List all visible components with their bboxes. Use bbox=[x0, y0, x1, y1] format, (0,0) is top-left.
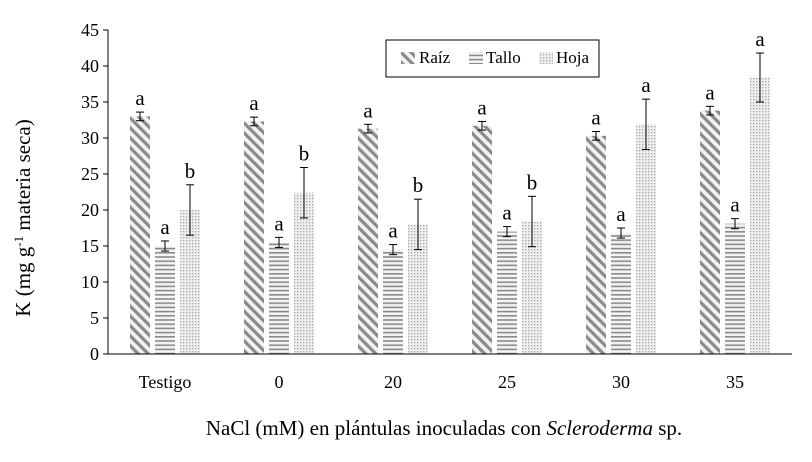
significance-letter: b bbox=[527, 170, 538, 194]
x-axis-label-suffix: sp. bbox=[653, 416, 682, 440]
y-axis: 0 5 10 15 20 25 30 35 40 45 bbox=[81, 20, 109, 364]
legend-swatch-raiz bbox=[401, 52, 415, 64]
significance-letter: a bbox=[249, 91, 259, 115]
significance-letter: a bbox=[477, 95, 487, 119]
bar-diagonal bbox=[244, 121, 264, 354]
significance-letter: a bbox=[388, 219, 398, 243]
significance-letter: a bbox=[641, 73, 651, 97]
bar-diagonal bbox=[700, 110, 720, 354]
y-axis-label-superscript: -1 bbox=[11, 236, 26, 247]
y-tick-label: 0 bbox=[90, 344, 99, 364]
y-tick-label: 15 bbox=[81, 236, 99, 256]
y-axis-label-rest: materia seca) bbox=[11, 119, 35, 236]
bar-horizontal bbox=[383, 249, 403, 354]
bar-diagonal bbox=[358, 128, 378, 354]
significance-letter: a bbox=[160, 215, 170, 239]
bar-dots bbox=[750, 77, 770, 355]
significance-letter: a bbox=[591, 106, 601, 130]
y-axis-label-base: K (mg g bbox=[11, 246, 35, 316]
y-tick-label: 35 bbox=[81, 92, 99, 112]
x-tick-label: 25 bbox=[498, 372, 516, 392]
x-tick-label: 20 bbox=[384, 372, 402, 392]
x-tick-label: 0 bbox=[275, 372, 284, 392]
legend-label-hoja: Hoja bbox=[556, 48, 590, 67]
x-axis-label-prefix: NaCl (mM) en plántulas inoculadas con bbox=[206, 416, 547, 440]
significance-letter: b bbox=[413, 173, 424, 197]
significance-letter: b bbox=[299, 142, 310, 166]
x-axis-label: NaCl (mM) en plántulas inoculadas con Sc… bbox=[206, 416, 682, 440]
bar-dots bbox=[636, 124, 656, 354]
significance-letter: a bbox=[363, 98, 373, 122]
significance-letter: a bbox=[755, 27, 765, 51]
y-axis-label: K (mg g-1 materia seca) bbox=[11, 119, 35, 316]
legend-swatch-hoja bbox=[539, 52, 553, 64]
significance-letter: a bbox=[274, 211, 284, 235]
x-tick-label: 35 bbox=[726, 372, 744, 392]
x-axis-label-italic: Scleroderma bbox=[546, 416, 653, 440]
y-tick-label: 45 bbox=[81, 20, 99, 40]
legend-label-raiz: Raíz bbox=[419, 48, 451, 67]
x-axis: Testigo 0 20 25 30 35 bbox=[108, 353, 792, 392]
legend-box bbox=[385, 39, 600, 78]
bar-horizontal bbox=[155, 246, 175, 354]
bar-horizontal bbox=[497, 231, 517, 354]
significance-letter: a bbox=[135, 86, 145, 110]
x-tick-label: 30 bbox=[612, 372, 630, 392]
legend-label-tallo: Tallo bbox=[486, 48, 521, 67]
bar-dots bbox=[408, 224, 428, 354]
y-tick-label: 5 bbox=[90, 308, 99, 328]
bar-horizontal bbox=[725, 223, 745, 354]
y-tick-label: 25 bbox=[81, 164, 99, 184]
x-tick-label: Testigo bbox=[139, 372, 192, 392]
y-tick-label: 30 bbox=[81, 128, 99, 148]
bar-diagonal bbox=[472, 125, 492, 354]
bar-diagonal bbox=[130, 116, 150, 355]
y-tick-label: 10 bbox=[81, 272, 99, 292]
significance-letter: a bbox=[502, 201, 512, 225]
significance-letter: a bbox=[616, 202, 626, 226]
significance-letter: b bbox=[185, 159, 196, 183]
significance-letter: a bbox=[730, 193, 740, 217]
bar-diagonal bbox=[586, 135, 606, 354]
y-tick-label: 20 bbox=[81, 200, 99, 220]
legend-swatch-tallo bbox=[469, 52, 483, 64]
bar-dots bbox=[522, 221, 542, 354]
legend: Raíz Tallo Hoja bbox=[385, 39, 600, 78]
bar-dots bbox=[294, 192, 314, 354]
bar-dots bbox=[180, 210, 200, 354]
significance-letter: a bbox=[705, 80, 715, 104]
bar-horizontal bbox=[269, 242, 289, 354]
bar-horizontal bbox=[611, 233, 631, 354]
y-tick-label: 40 bbox=[81, 56, 99, 76]
